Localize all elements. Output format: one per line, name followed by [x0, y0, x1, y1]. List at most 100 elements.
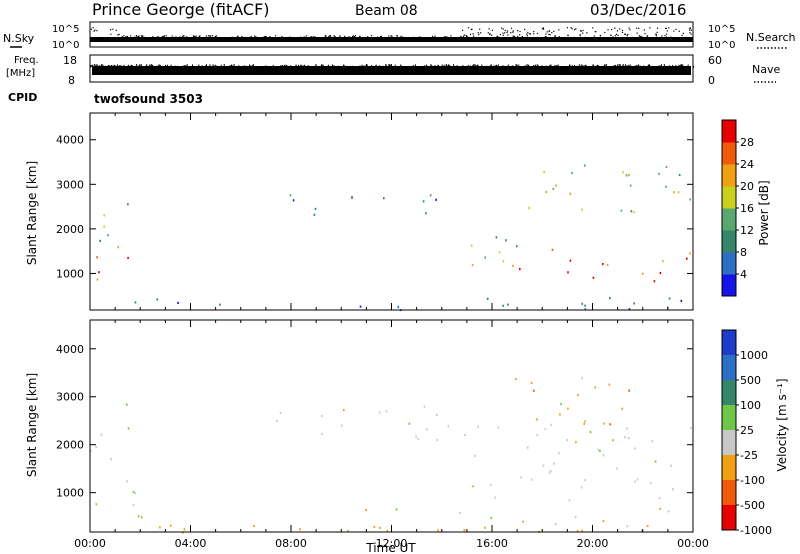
scatter-cell [584, 164, 586, 167]
scatter-cell [672, 488, 674, 491]
scatter-cell [395, 508, 398, 511]
colorbar-tick-label: 20 [740, 180, 754, 193]
scatter-cell [641, 272, 644, 275]
scatter-cell [603, 422, 605, 425]
scatter-cell [584, 479, 586, 482]
scatter-cell [670, 464, 672, 467]
scatter-cell [583, 422, 585, 425]
colorbar-segment [722, 480, 736, 506]
nave-tick-bottom: 0 [708, 74, 715, 87]
scatter-cell [668, 297, 671, 300]
scatter-cell [107, 234, 109, 237]
scatter-cell [581, 377, 583, 380]
scatter-cell [95, 503, 98, 506]
scatter-cell [103, 214, 105, 217]
scatter-cell [581, 529, 583, 532]
scatter-cell [495, 236, 498, 239]
scatter-cell [584, 304, 586, 307]
scatter-cell [489, 484, 492, 487]
scatter-cell [289, 194, 292, 197]
scatter-cell [96, 256, 98, 259]
colorbar-tick-label: 28 [740, 136, 754, 149]
velocity-ytick-label: 4000 [56, 343, 84, 356]
freq-label-1: Freq. [14, 55, 39, 66]
scatter-cell [584, 420, 586, 423]
scatter-cell [437, 529, 439, 532]
scatter-cell [276, 419, 278, 422]
scatter-cell [498, 251, 501, 254]
scatter-cell [426, 428, 428, 431]
scatter-cell [379, 526, 381, 529]
colorbar-segment [722, 230, 736, 253]
scatter-cell [127, 427, 130, 430]
colorbar-tick-label: -100 [740, 474, 765, 487]
freq-tick-bottom: 8 [68, 74, 75, 87]
colorbar-tick-label: 16 [740, 202, 754, 215]
scatter-cell [628, 174, 630, 177]
scatter-cell [321, 414, 323, 418]
scatter-cell [602, 263, 604, 266]
scatter-cell [649, 482, 652, 485]
velocity-colorbar-label: Velocity [m s⁻¹] [775, 378, 789, 471]
colorbar-segment [722, 164, 736, 187]
scatter-cell [528, 206, 530, 210]
scatter-cell [667, 510, 670, 513]
scatter-cell [552, 187, 555, 191]
scatter-cell [542, 464, 545, 467]
scatter-cell [463, 529, 466, 532]
colorbar-segment [722, 355, 736, 381]
scatter-cell [662, 260, 664, 263]
scatter-cell [100, 433, 103, 436]
scatter-cell [127, 256, 129, 260]
scatter-cell [134, 492, 137, 495]
scatter-cell [103, 225, 105, 228]
scatter-cell [597, 448, 600, 451]
scatter-cell [628, 308, 631, 311]
colorbar-tick-label: 100 [740, 399, 761, 412]
scatter-cell [515, 378, 517, 381]
scatter-cell [472, 485, 474, 488]
colorbar-segment [722, 274, 736, 297]
nsky-panel: N.Sky 10^5 10^0 10^5 10^0 N.Search [3, 21, 796, 51]
scatter-cell [470, 244, 473, 247]
power-colorbar-label: Power [dB] [757, 180, 771, 245]
scatter-cell [417, 438, 420, 441]
scatter-cell [425, 212, 427, 215]
scatter-cell [98, 271, 100, 274]
power-ylabel: Slant Range [km] [25, 161, 39, 265]
scatter-cell [594, 386, 597, 389]
station-title: Prince George (fitACF) [92, 0, 270, 19]
colorbar-tick-label: 24 [740, 158, 754, 171]
scatter-cell [550, 423, 552, 426]
colorbar-segment [722, 186, 736, 209]
scatter-cell [90, 449, 92, 452]
scatter-cell [633, 211, 635, 214]
scatter-cell [620, 209, 623, 212]
scatter-cell [602, 519, 605, 523]
xtick-label: 20:00 [577, 537, 609, 550]
colorbar-tick-label: 8 [740, 246, 747, 259]
scatter-cell [477, 425, 479, 428]
scatter-cell [397, 305, 400, 309]
scatter-cell [659, 271, 662, 275]
nsearch-tick-bottom: 10^0 [708, 40, 735, 51]
velocity-panel: 1000 2000 3000 4000 00:00 04:00 08:00 12:00 16:… [25, 319, 789, 554]
velocity-ytick-label: 3000 [56, 391, 84, 404]
scatter-cell [654, 460, 657, 463]
colorbar-tick-label: -25 [740, 449, 758, 462]
scatter-cell [612, 439, 614, 442]
scatter-cell [314, 207, 317, 210]
scatter-cell [385, 410, 388, 413]
scatter-cell [686, 257, 688, 260]
scatter-cell [651, 440, 654, 443]
colorbar-segment [722, 405, 736, 431]
scatter-cell [678, 173, 681, 177]
colorbar-segment [722, 455, 736, 481]
colorbar-tick-label: 12 [740, 224, 754, 237]
scatter-cell [494, 496, 496, 499]
scatter-cell [520, 476, 522, 479]
scatter-cell [599, 449, 601, 452]
scatter-cell [435, 413, 438, 416]
colorbar-tick-label: 25 [740, 424, 754, 437]
